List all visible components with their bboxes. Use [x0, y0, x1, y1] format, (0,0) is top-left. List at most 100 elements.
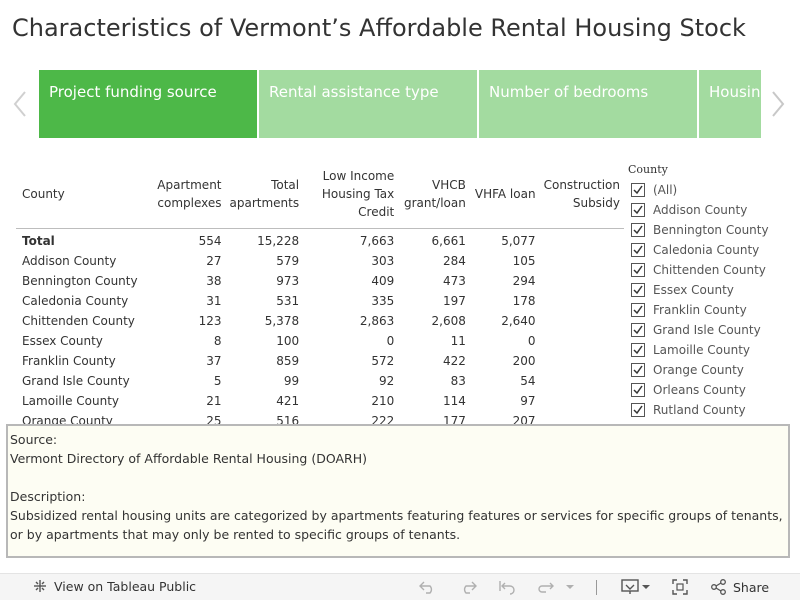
filter-option-label: Chittenden County — [653, 263, 766, 277]
table-row: Caledonia County 31 531 335 197 178 — [16, 291, 624, 311]
table-header-row: County Apartment complexes Total apartme… — [16, 160, 624, 228]
table-cell: 197 — [442, 294, 466, 308]
page-title: Characteristics of Vermont’s Affordable … — [12, 14, 746, 42]
table-cell — [539, 227, 624, 251]
table-cell: 27 — [206, 254, 222, 268]
checkbox-checked-icon[interactable] — [631, 223, 645, 237]
row-label: Essex County — [22, 334, 103, 348]
table-cell: 579 — [276, 254, 300, 268]
county-filter: County (All) Addison County Bennington C… — [628, 163, 800, 425]
table-cell: 31 — [206, 294, 222, 308]
column-header[interactable]: VHFA loan — [474, 186, 536, 201]
table-cell: 123 — [198, 314, 222, 328]
checkbox-checked-icon[interactable] — [631, 343, 645, 357]
table-cell: 210 — [371, 394, 395, 408]
filter-option[interactable]: Caledonia County — [628, 240, 800, 260]
tab-label: Housing for the disabled — [709, 83, 761, 101]
filter-option[interactable]: Chittenden County — [628, 260, 800, 280]
refresh-icon[interactable] — [536, 578, 556, 596]
row-label: Lamoille County — [22, 394, 120, 408]
filter-option[interactable]: Lamoille County — [628, 340, 800, 360]
table-cell: 859 — [276, 354, 300, 368]
filter-option[interactable]: Bennington County — [628, 220, 800, 240]
row-label: Grand Isle County — [22, 374, 130, 388]
column-header[interactable]: VHCB grant/loan — [403, 177, 466, 210]
tab-project-funding-source[interactable]: Project funding source — [39, 70, 257, 138]
row-label: Orange County — [22, 414, 113, 424]
view-on-tableau-public-link[interactable]: View on Tableau Public — [32, 578, 196, 594]
filter-option[interactable]: (All) — [628, 180, 800, 200]
table-cell: 114 — [442, 394, 466, 408]
checkbox-checked-icon[interactable] — [631, 183, 645, 197]
table-cell: 2,640 — [501, 314, 536, 328]
row-label: Caledonia County — [22, 294, 129, 308]
source-description-box: Source: Vermont Directory of Affordable … — [6, 424, 790, 558]
column-header[interactable]: Low Income Housing Tax Credit — [321, 168, 395, 219]
table-cell: 6,661 — [398, 227, 470, 251]
filter-option-label: Essex County — [653, 283, 734, 297]
column-header[interactable]: Construction Subsidy — [543, 177, 620, 210]
fullscreen-icon[interactable] — [670, 578, 690, 596]
filter-option-label: Lamoille County — [653, 343, 751, 357]
tab-housing-disabled[interactable]: Housing for the disabled — [699, 70, 761, 138]
funding-table: County Apartment complexes Total apartme… — [16, 160, 624, 424]
table-cell: 200 — [512, 354, 536, 368]
checkbox-checked-icon[interactable] — [631, 383, 645, 397]
previous-arrow-icon[interactable] — [10, 88, 30, 120]
checkbox-checked-icon[interactable] — [631, 323, 645, 337]
filter-option[interactable]: Rutland County — [628, 400, 800, 420]
checkbox-checked-icon[interactable] — [631, 363, 645, 377]
download-icon[interactable] — [620, 578, 652, 596]
table-cell: 572 — [371, 354, 395, 368]
table-cell: 178 — [512, 294, 536, 308]
table-row: Lamoille County 21 421 210 114 97 — [16, 391, 624, 411]
table-cell: 207 — [512, 414, 536, 424]
table-cell — [540, 331, 624, 351]
filter-option[interactable]: Orleans County — [628, 380, 800, 400]
column-header[interactable]: County — [22, 186, 65, 201]
table-cell: 222 — [371, 414, 395, 424]
table-row: Chittenden County 123 5,378 2,863 2,608 … — [16, 311, 624, 331]
redo-icon[interactable] — [458, 578, 478, 596]
checkbox-checked-icon[interactable] — [631, 263, 645, 277]
table-row: Essex County 8 100 0 11 0 — [16, 331, 624, 351]
filter-option[interactable]: Addison County — [628, 200, 800, 220]
tab-number-of-bedrooms[interactable]: Number of bedrooms — [479, 70, 697, 138]
table-cell: 25 — [206, 414, 222, 424]
checkbox-checked-icon[interactable] — [631, 243, 645, 257]
tab-rental-assistance-type[interactable]: Rental assistance type — [259, 70, 477, 138]
undo-icon[interactable] — [418, 578, 438, 596]
filter-option[interactable]: Orange County — [628, 360, 800, 380]
table-cell: 335 — [371, 294, 395, 308]
table-cell: 37 — [206, 354, 222, 368]
filter-option[interactable]: Franklin County — [628, 300, 800, 320]
filter-option[interactable]: Essex County — [628, 280, 800, 300]
column-header[interactable]: Total apartments — [229, 177, 300, 210]
checkbox-checked-icon[interactable] — [631, 203, 645, 217]
filter-option-label: Rutland County — [653, 403, 746, 417]
revert-icon[interactable] — [498, 578, 518, 596]
table-cell: 21 — [206, 394, 222, 408]
checkbox-checked-icon[interactable] — [631, 283, 645, 297]
table-row: Franklin County 37 859 572 422 200 — [16, 351, 624, 371]
filter-option-label: Caledonia County — [653, 243, 760, 257]
table-cell — [540, 271, 624, 291]
table-cell — [540, 371, 624, 391]
source-text: Vermont Directory of Affordable Rental H… — [10, 451, 367, 466]
filter-option-label: Orleans County — [653, 383, 746, 397]
filter-option-label: Bennington County — [653, 223, 769, 237]
description-text: Subsidized rental housing units are cate… — [10, 508, 783, 542]
table-cell: 973 — [276, 274, 300, 288]
table-cell: 54 — [520, 374, 536, 388]
share-button[interactable]: Share — [710, 578, 769, 596]
table-cell: 100 — [276, 334, 300, 348]
column-header[interactable]: Apartment complexes — [157, 177, 222, 210]
chevron-down-icon[interactable] — [564, 578, 576, 596]
filter-option[interactable]: Grand Isle County — [628, 320, 800, 340]
table-cell: 294 — [512, 274, 536, 288]
description-label: Description: — [10, 489, 86, 504]
checkbox-checked-icon[interactable] — [631, 403, 645, 417]
table-cell: 5,378 — [264, 314, 300, 328]
checkbox-checked-icon[interactable] — [631, 303, 645, 317]
next-arrow-icon[interactable] — [768, 88, 788, 120]
